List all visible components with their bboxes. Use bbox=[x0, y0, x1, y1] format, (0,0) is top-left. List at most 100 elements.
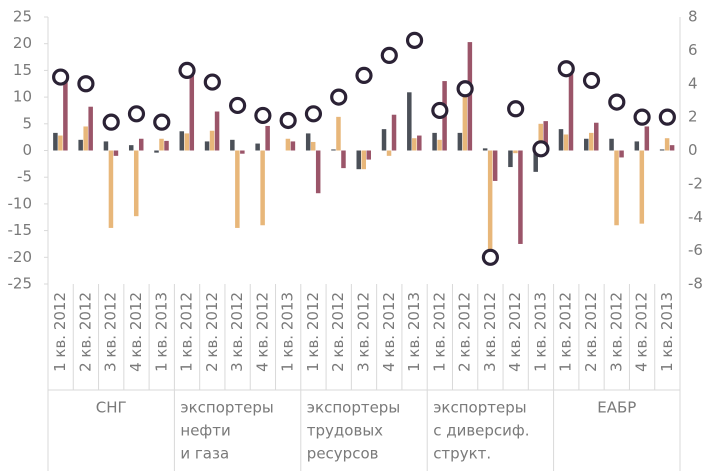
bar bbox=[260, 150, 265, 226]
bar bbox=[113, 150, 119, 156]
bar bbox=[209, 130, 215, 151]
x-tick-label: 1 кв. 2013 bbox=[531, 292, 549, 372]
y-tick-label: 10 bbox=[13, 88, 32, 106]
bar bbox=[331, 149, 336, 151]
marker bbox=[582, 71, 601, 90]
bar bbox=[133, 150, 139, 217]
y-tick-label: -25 bbox=[8, 275, 33, 293]
group-label: нефти bbox=[180, 422, 230, 440]
x-tick-label: 1 кв. 2012 bbox=[178, 292, 196, 372]
bar bbox=[457, 132, 463, 151]
group-label: ресурсов bbox=[307, 445, 379, 463]
bar bbox=[437, 139, 442, 151]
bar bbox=[589, 132, 594, 151]
x-tick-label: 1 кв. 2012 bbox=[304, 292, 322, 372]
bar bbox=[659, 149, 665, 151]
bar bbox=[639, 150, 645, 224]
x-tick-label: 3 кв. 2012 bbox=[102, 292, 120, 372]
marker bbox=[304, 105, 323, 123]
bar bbox=[381, 129, 387, 151]
bar bbox=[255, 143, 260, 151]
bar bbox=[164, 140, 169, 151]
marker bbox=[507, 100, 525, 118]
y2-tick-label: -6 bbox=[688, 241, 703, 259]
group-label: экспортеры bbox=[433, 399, 526, 417]
bar bbox=[53, 132, 58, 151]
marker bbox=[633, 108, 651, 126]
bar bbox=[543, 121, 548, 151]
y2-tick-label: -2 bbox=[688, 174, 703, 192]
x-tick-label: 3 кв. 2012 bbox=[481, 292, 499, 372]
bar bbox=[336, 116, 341, 151]
bar bbox=[138, 138, 144, 151]
bar bbox=[619, 150, 624, 158]
y2-tick-label: 2 bbox=[688, 108, 698, 126]
x-tick-label: 2 кв. 2012 bbox=[582, 292, 600, 372]
bar bbox=[240, 150, 245, 154]
bar bbox=[179, 131, 185, 151]
bar bbox=[63, 73, 68, 151]
x-tick-label: 1 кв. 2012 bbox=[51, 292, 69, 372]
y-tick-label: 20 bbox=[13, 34, 32, 52]
x-tick-label: 4 кв. 2012 bbox=[127, 292, 145, 372]
x-tick-label: 1 кв. 2013 bbox=[152, 292, 170, 372]
marker bbox=[456, 80, 474, 98]
bar bbox=[310, 141, 316, 151]
marker bbox=[77, 75, 95, 93]
bar bbox=[417, 135, 422, 151]
group-label: структ. bbox=[433, 445, 491, 463]
bar bbox=[563, 134, 569, 151]
bar bbox=[614, 150, 619, 226]
x-tick-label: 1 кв. 2012 bbox=[430, 292, 448, 372]
x-tick-label: 1 кв. 2013 bbox=[658, 292, 676, 372]
marker bbox=[355, 66, 373, 85]
bar bbox=[669, 145, 675, 151]
x-tick-label: 1 кв. 2013 bbox=[405, 292, 423, 372]
bar bbox=[644, 126, 650, 151]
y-tick-label: -20 bbox=[8, 248, 33, 266]
marker bbox=[127, 105, 146, 123]
bar bbox=[412, 138, 417, 151]
x-tick-label: 3 кв. 2012 bbox=[355, 292, 373, 372]
bar bbox=[386, 150, 392, 156]
bar bbox=[184, 133, 190, 151]
bar bbox=[356, 150, 361, 170]
bar bbox=[513, 150, 518, 154]
bar bbox=[265, 125, 270, 151]
marker bbox=[203, 73, 221, 91]
bar bbox=[508, 150, 513, 168]
x-tick-label: 4 кв. 2012 bbox=[506, 292, 524, 372]
bar bbox=[235, 150, 240, 228]
y-tick-label: -5 bbox=[17, 168, 32, 186]
marker bbox=[557, 60, 575, 78]
group-label: с диверсиф. bbox=[433, 422, 529, 440]
x-tick-label: 2 кв. 2012 bbox=[456, 292, 474, 372]
bar bbox=[103, 141, 109, 151]
bar bbox=[83, 126, 88, 151]
bar bbox=[214, 111, 220, 151]
y-tick-label: 15 bbox=[13, 61, 32, 79]
y-tick-label: 0 bbox=[22, 141, 32, 159]
y2-tick-label: -8 bbox=[688, 275, 703, 293]
bar bbox=[462, 89, 468, 151]
group-label: экспортеры bbox=[307, 399, 400, 417]
marker bbox=[254, 106, 272, 125]
y-tick-label: -15 bbox=[8, 221, 33, 239]
bar bbox=[204, 141, 210, 151]
bar bbox=[128, 145, 134, 151]
bar bbox=[189, 70, 195, 151]
marker bbox=[153, 113, 171, 131]
bar bbox=[609, 138, 614, 151]
bar bbox=[285, 138, 291, 151]
marker bbox=[102, 113, 120, 131]
bar bbox=[432, 132, 437, 151]
bar bbox=[315, 150, 321, 194]
y2-tick-label: 6 bbox=[688, 41, 698, 59]
group-label: ЕАБР bbox=[597, 399, 636, 417]
bar bbox=[558, 129, 564, 151]
marker bbox=[52, 68, 70, 86]
marker bbox=[229, 96, 247, 115]
bar bbox=[584, 138, 589, 151]
bar bbox=[518, 150, 523, 244]
